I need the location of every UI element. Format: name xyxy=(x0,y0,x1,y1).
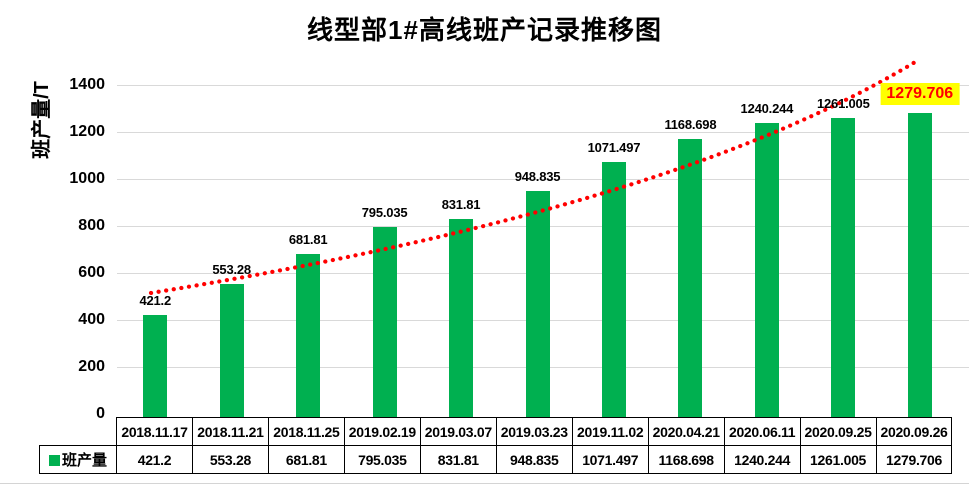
table-date-cell: 2020.09.25 xyxy=(799,417,877,446)
bar-value-label: 553.28 xyxy=(212,261,251,277)
table-spacer-cell xyxy=(40,418,117,446)
table-value-cell: 1240.244 xyxy=(723,445,801,474)
y-tick-label: 1000 xyxy=(69,170,105,187)
bar xyxy=(601,162,626,417)
bar-value-label: 948.835 xyxy=(514,169,561,185)
y-tick-label: 800 xyxy=(78,217,105,234)
bar-value-label: 421.2 xyxy=(139,293,171,309)
table-date-cell: 2020.04.21 xyxy=(647,417,725,446)
bar xyxy=(907,113,932,417)
table-date-cell: 2019.11.02 xyxy=(571,417,649,446)
gridline xyxy=(117,85,969,86)
table-value-cell: 1168.698 xyxy=(647,445,725,474)
bar xyxy=(219,283,244,417)
table-value-cell: 681.81 xyxy=(267,445,345,474)
bar-value-label: 1071.497 xyxy=(587,140,641,156)
chart-title: 线型部1#高线班产记录推移图 xyxy=(307,15,662,45)
bar-value-label: 795.035 xyxy=(361,205,408,221)
bar xyxy=(296,253,321,417)
bar xyxy=(143,315,168,417)
bar-value-label: 1240.244 xyxy=(740,100,794,116)
bar xyxy=(678,139,703,417)
bar-value-label: 1261.005 xyxy=(817,95,870,111)
legend-label: 班产量 xyxy=(61,452,107,469)
bar xyxy=(449,218,474,417)
table-value-cell: 553.28 xyxy=(191,445,269,474)
bar xyxy=(525,191,550,417)
bottom-divider xyxy=(0,483,969,484)
data-table: 2018.11.17 2018.11.21 2018.11.25 2019.02.19… xyxy=(39,417,953,474)
table-date-cell: 2018.11.21 xyxy=(191,417,269,446)
legend-cell: 班产量 xyxy=(39,445,117,474)
bar xyxy=(372,227,397,417)
table-date-cell: 2018.11.25 xyxy=(267,417,345,446)
y-tick-label: 1200 xyxy=(69,123,105,140)
y-tick-label: 200 xyxy=(78,358,105,375)
bar-value-label: 681.81 xyxy=(288,231,328,247)
table-date-cell: 2019.03.23 xyxy=(495,417,573,446)
table-value-cell: 1279.706 xyxy=(875,445,953,474)
table-date-cell: 2020.09.26 xyxy=(875,417,953,446)
legend-swatch-icon xyxy=(48,455,60,466)
table-value-cell: 1071.497 xyxy=(571,445,649,474)
bar-value-label: 831.81 xyxy=(441,196,481,212)
y-tick-label: 600 xyxy=(78,264,105,281)
table-date-cell: 2019.03.07 xyxy=(419,417,497,446)
table-value-cell: 948.835 xyxy=(495,445,573,474)
table-date-cell: 2020.06.11 xyxy=(723,417,801,446)
y-tick-label: 400 xyxy=(78,311,105,328)
table-date-cell: 2019.02.19 xyxy=(343,417,421,446)
table-date-cell: 2018.11.17 xyxy=(116,417,193,446)
table-value-cell: 1261.005 xyxy=(799,445,877,474)
table-value-cell: 831.81 xyxy=(419,445,497,474)
table-value-cell: 795.035 xyxy=(343,445,421,474)
bar-value-label: 1168.698 xyxy=(664,117,717,133)
table-value-cell: 421.2 xyxy=(116,445,193,474)
bar xyxy=(831,117,856,417)
bar-value-label: 1279.706 xyxy=(880,83,960,106)
y-tick-label: 1400 xyxy=(69,76,105,93)
bar xyxy=(754,122,779,417)
y-tick-label: 0 xyxy=(96,405,105,422)
